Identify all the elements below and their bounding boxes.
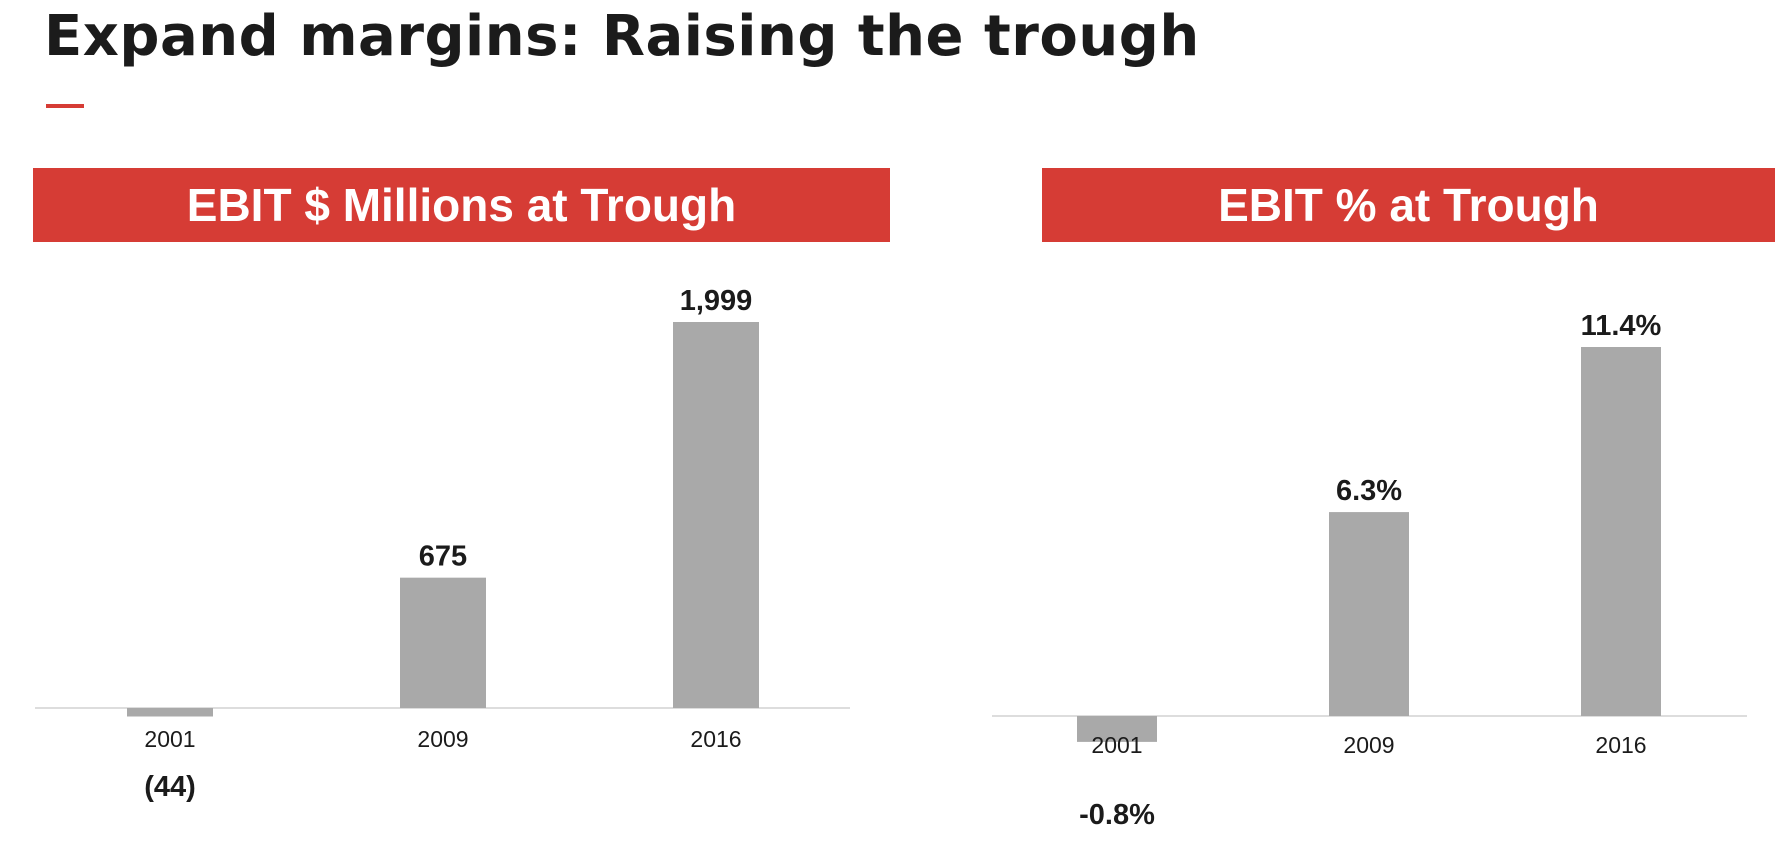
data-label-2009: 6.3% bbox=[1336, 475, 1402, 507]
x-tick-label: 2009 bbox=[1343, 732, 1394, 758]
bar-2016 bbox=[1581, 347, 1661, 716]
x-tick-label: 2016 bbox=[690, 726, 741, 752]
data-label-2001: (44) bbox=[144, 771, 196, 803]
data-label-2001: -0.8% bbox=[1079, 799, 1155, 831]
ebit-millions-chart: 2001 (44) 2009 675 2016 1,999 bbox=[35, 285, 850, 803]
data-label-2016: 1,999 bbox=[680, 285, 753, 317]
x-tick-label: 2001 bbox=[1091, 732, 1142, 758]
title-accent-underline bbox=[46, 104, 84, 108]
ebit-millions-header: EBIT $ Millions at Trough bbox=[33, 168, 890, 242]
data-label-2009: 675 bbox=[419, 541, 467, 573]
bar-2001 bbox=[1077, 716, 1157, 742]
bar-2016 bbox=[673, 322, 759, 708]
bar-2009 bbox=[1329, 512, 1409, 716]
data-label-2016: 11.4% bbox=[1581, 310, 1662, 342]
x-tick-label: 2001 bbox=[144, 726, 195, 752]
bar-2001 bbox=[127, 708, 213, 717]
x-tick-label: 2009 bbox=[417, 726, 468, 752]
x-tick-label: 2016 bbox=[1595, 732, 1646, 758]
ebit-percent-header: EBIT % at Trough bbox=[1042, 168, 1775, 242]
page-title: Expand margins: Raising the trough bbox=[44, 4, 1200, 69]
ebit-percent-chart: 2001 -0.8% 2009 6.3% 2016 11.4% bbox=[992, 310, 1747, 831]
bar-2009 bbox=[400, 577, 486, 708]
